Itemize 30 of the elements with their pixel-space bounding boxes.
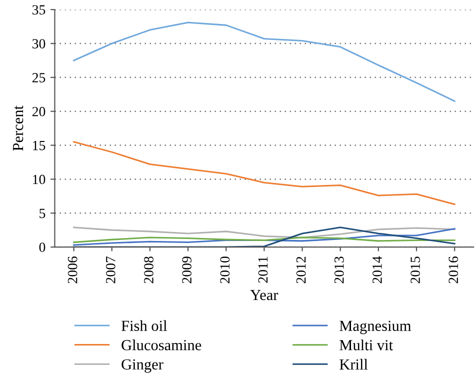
y-tick-label: 10: [33, 174, 46, 184]
x-tick-label: 2014: [372, 256, 382, 284]
legend-label: Fish oil: [121, 320, 167, 331]
x-tick-label: 2009: [182, 256, 192, 284]
legend-label: Multi vit: [340, 340, 393, 350]
x-tick-label: 2016: [448, 256, 458, 284]
y-tick-label: 30: [32, 39, 46, 48]
line-series: [73, 226, 456, 238]
x-tick-label: 2012: [296, 256, 306, 284]
x-tick-label: 2008: [144, 256, 154, 284]
line-series: [73, 22, 456, 102]
x-axis-title: Year: [250, 290, 278, 300]
y-tick-label: 20: [32, 106, 46, 116]
legend-label: Glucosamine: [122, 340, 202, 350]
x-tick-label: 2010: [220, 256, 230, 284]
legend-label: Krill: [340, 358, 368, 370]
y-tick-label: 0: [39, 242, 46, 252]
y-tick-label: 5: [40, 208, 46, 218]
x-tick-label: 2007: [106, 256, 116, 284]
y-tick-label: 15: [33, 140, 46, 150]
x-tick-label: 2006: [68, 256, 78, 284]
x-tick-label: 2011: [258, 256, 268, 283]
x-tick-label: 2015: [410, 256, 420, 284]
legend-label: Ginger: [122, 359, 164, 373]
y-tick-label: 35: [32, 5, 46, 15]
x-tick-label: 2013: [334, 256, 344, 284]
y-axis-title: Percent: [13, 105, 24, 151]
legend-label: Magnesium: [340, 320, 412, 334]
y-tick-label: 25: [32, 73, 46, 82]
line-series: [73, 141, 456, 206]
